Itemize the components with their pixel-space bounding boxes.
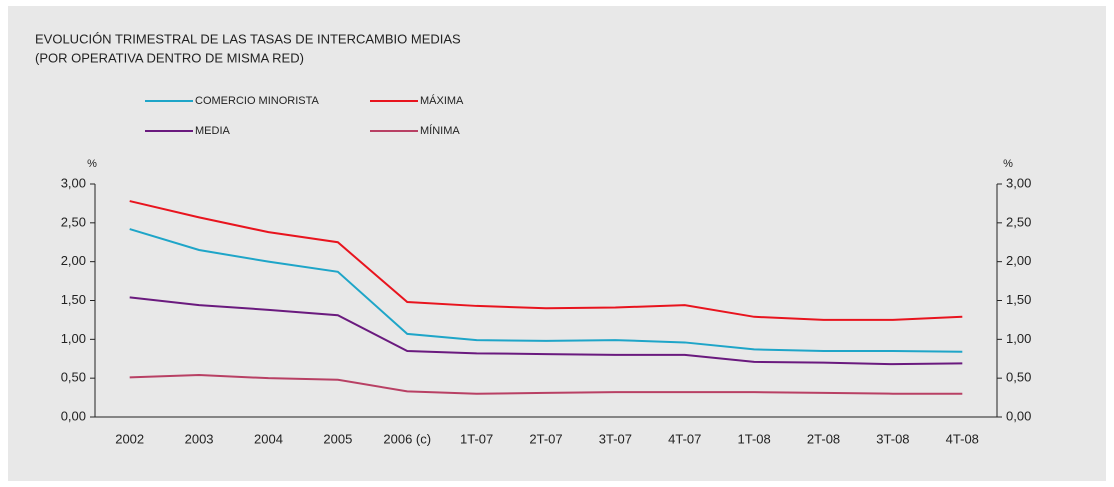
x-tick-label: 3T-07 <box>599 431 632 446</box>
legend-label: MÍNIMA <box>420 124 460 137</box>
x-tick-label: 2T-08 <box>807 431 840 446</box>
y2-tick-label: 2,00 <box>1006 253 1031 268</box>
x-tick-label: 2003 <box>185 431 214 446</box>
y-tick-label: 1,00 <box>61 331 86 346</box>
x-tick-label: 2006 (c) <box>383 431 431 446</box>
line-series <box>129 200 963 321</box>
y2-tick-label: 3,00 <box>1006 175 1031 190</box>
x-tick-label: 1T-08 <box>738 431 771 446</box>
line-series <box>129 228 963 353</box>
chart-title: EVOLUCIÓN TRIMESTRAL DE LAS TASAS DE INT… <box>35 31 461 46</box>
x-tick-label: 4T-07 <box>668 431 701 446</box>
x-tick-label: 4T-08 <box>946 431 979 446</box>
x-tick-label: 2002 <box>115 431 144 446</box>
y-tick-label: 1,50 <box>61 292 86 307</box>
y2-axis-label: % <box>1003 158 1013 170</box>
x-tick-label: 2T-07 <box>529 431 562 446</box>
y-tick-label: 2,00 <box>61 253 86 268</box>
chart-subtitle: (POR OPERATIVA DENTRO DE MISMA RED) <box>35 50 304 65</box>
y2-tick-label: 1,00 <box>1006 331 1031 346</box>
legend-label: COMERCIO MINORISTA <box>195 95 320 107</box>
x-tick-label: 2004 <box>254 431 283 446</box>
x-tick-label: 1T-07 <box>460 431 493 446</box>
y2-tick-label: 2,50 <box>1006 214 1031 229</box>
y-tick-label: 3,00 <box>61 175 86 190</box>
x-tick-label: 3T-08 <box>876 431 909 446</box>
chart-background <box>8 6 1106 481</box>
y2-tick-label: 1,50 <box>1006 292 1031 307</box>
y2-tick-label: 0,00 <box>1006 408 1031 423</box>
line-series <box>129 296 963 366</box>
legend-label: MEDIA <box>195 125 231 137</box>
y-tick-label: 2,50 <box>61 214 86 229</box>
y-axis-label: % <box>87 158 97 170</box>
line-series <box>129 374 963 395</box>
y-tick-label: 0,50 <box>61 370 86 385</box>
legend-label: MÁXIMA <box>420 94 464 107</box>
y2-tick-label: 0,50 <box>1006 370 1031 385</box>
x-tick-label: 2005 <box>323 431 352 446</box>
y-tick-label: 0,00 <box>61 408 86 423</box>
